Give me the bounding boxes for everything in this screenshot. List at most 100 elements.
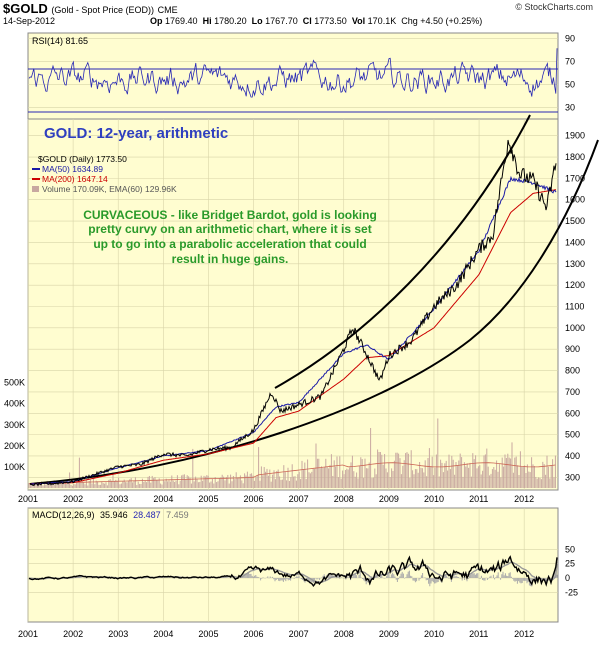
price-tick-label: 700 (565, 387, 580, 397)
op-label: Op (150, 16, 163, 26)
x-tick-label: 2004 (153, 494, 173, 504)
ohlc-readout: Op 1769.40 Hi 1780.20 Lo 1767.70 Cl 1773… (150, 16, 482, 26)
x-tick-label: 2003 (108, 494, 128, 504)
volume-tick-label: 500K (4, 378, 25, 388)
symbol: $GOLD (3, 1, 48, 16)
main-grid (27, 119, 558, 490)
x-tick-label: 2002 (63, 494, 83, 504)
vol-label: Vol (351, 16, 366, 26)
price-tick-label: 300 (565, 472, 580, 482)
volume-bars (28, 418, 556, 488)
annotation-line-3: up to go into a parabolic acceleration t… (93, 237, 366, 251)
x-axis-bottom: 2001 2002 2003 2004 2005 2006 2007 2008 2009 2010… (18, 629, 534, 639)
vol-value: 170.1K (367, 16, 397, 26)
volume-tick-label: 400K (4, 399, 25, 409)
price-tick-label: 500 (565, 430, 580, 440)
volume-tick-label: 100K (4, 462, 25, 472)
main-panel: 1900 1800 1700 1600 1500 1400 1300 1200 1100 1000… (4, 114, 599, 491)
rsi-tick-label: 70 (565, 57, 575, 67)
volume-ema-line (28, 462, 556, 485)
price-tick-label: 1000 (565, 323, 585, 333)
price-tick-label: 1200 (565, 280, 585, 290)
x-tick-label: 2005 (198, 494, 218, 504)
macd-label-prefix: MACD(12,26,9) (32, 510, 95, 520)
volume-tick-label: 300K (4, 420, 25, 430)
price-tick-label: 1500 (565, 216, 585, 226)
price-tick-label: 1400 (565, 237, 585, 247)
rsi-tick-label: 50 (565, 80, 575, 90)
price-tick-label: 1800 (565, 152, 585, 162)
ma200-line (30, 189, 557, 485)
legend-price: $GOLD (Daily) 1773.50 (38, 154, 127, 164)
price-tick-label: 400 (565, 451, 580, 461)
lower-channel-curve (29, 139, 599, 485)
macd-panel-bg (27, 507, 559, 623)
rsi-label: RSI(14) 81.65 (32, 36, 88, 46)
legend-ma200: MA(200) 1647.14 (42, 174, 108, 184)
x-tick-label: 2010 (424, 629, 444, 639)
x-tick-label: 2003 (108, 629, 128, 639)
upper-channel-curve (274, 114, 531, 389)
macd-tick-label: 25 (565, 559, 575, 569)
change-value: Chg +4.50 (+0.25%) (401, 16, 483, 26)
annotation-line-2: pretty curvy on an arithmetic chart, whe… (88, 222, 371, 236)
macd-line (28, 555, 558, 587)
main-chart-title: GOLD: 12-year, arithmetic (44, 125, 228, 142)
cl-label: Cl (302, 16, 312, 26)
chart-date: 14-Sep-2012 (3, 16, 56, 26)
x-tick-label: 2006 (244, 494, 264, 504)
price-tick-label: 1700 (565, 173, 585, 183)
macd-ticks: 50 25 0 -25 (565, 544, 578, 597)
rsi-panel: 90 70 50 30 RSI(14) 81.65 (27, 32, 575, 120)
macd-tick-label: -25 (565, 587, 578, 597)
macd-hist-value: 7.459 (166, 510, 189, 520)
macd-panel: 50 25 0 -25 MACD(12,26,9) 35.946 28.487 7.4… (27, 507, 578, 623)
legend-volume: Volume 170.09K, EMA(60) 129.96K (42, 184, 177, 194)
op-value: 1769.40 (165, 16, 198, 26)
x-tick-label: 2012 (514, 629, 534, 639)
x-tick-label: 2009 (379, 629, 399, 639)
chart-title: $GOLD (Gold - Spot Price (EOD)) CME (3, 1, 178, 16)
rsi-tick-label: 90 (565, 34, 575, 44)
rsi-tick-label: 30 (565, 103, 575, 113)
annotation-text: CURVACEOUS - like Bridget Bardot, gold i… (83, 208, 377, 266)
x-tick-label: 2004 (153, 629, 173, 639)
macd-label: MACD(12,26,9) 35.946 28.487 7.459 (32, 510, 189, 520)
lo-label: Lo (251, 16, 263, 26)
rsi-line (28, 48, 558, 98)
annotation-line-1: CURVACEOUS - like Bridget Bardot, gold i… (83, 208, 377, 222)
brand-watermark: © StockCharts.com (515, 2, 593, 12)
macd-value: 35.946 (100, 510, 128, 520)
volume-tick-label: 200K (4, 441, 25, 451)
price-tick-label: 800 (565, 366, 580, 376)
hi-label: Hi (202, 16, 212, 26)
price-tick-label: 1900 (565, 131, 585, 141)
x-tick-label: 2005 (198, 629, 218, 639)
x-tick-label: 2002 (63, 629, 83, 639)
price-line (29, 139, 557, 487)
price-tick-label: 1100 (565, 302, 584, 312)
x-tick-label: 2008 (334, 629, 354, 639)
price-tick-label: 1300 (565, 259, 585, 269)
legend-volume-swatch (32, 186, 39, 192)
x-tick-label: 2009 (379, 494, 399, 504)
macd-tick-label: 50 (565, 544, 575, 554)
price-tick-label: 900 (565, 344, 580, 354)
main-legend: $GOLD (Daily) 1773.50 MA(50) 1634.89 MA(… (32, 154, 177, 194)
x-tick-label: 2011 (469, 494, 488, 504)
x-tick-label: 2012 (514, 494, 534, 504)
x-tick-label: 2007 (289, 629, 309, 639)
annotation-line-4: result in huge gains. (172, 252, 289, 266)
exchange: CME (157, 5, 178, 15)
x-axis-middle: 2001 2002 2003 2004 2005 2006 2007 2008 2009 2010… (18, 494, 534, 504)
x-tick-label: 2008 (334, 494, 354, 504)
x-tick-label: 2001 (18, 494, 38, 504)
legend-ma50: MA(50) 1634.89 (42, 164, 103, 174)
cl-value: 1773.50 (314, 16, 347, 26)
symbol-description: (Gold - Spot Price (EOD)) (51, 5, 154, 15)
x-tick-label: 2010 (424, 494, 444, 504)
x-tick-label: 2011 (469, 629, 488, 639)
volume-axis-ticks: 500K 400K 300K 200K 100K (4, 378, 25, 472)
price-tick-label: 1600 (565, 195, 585, 205)
